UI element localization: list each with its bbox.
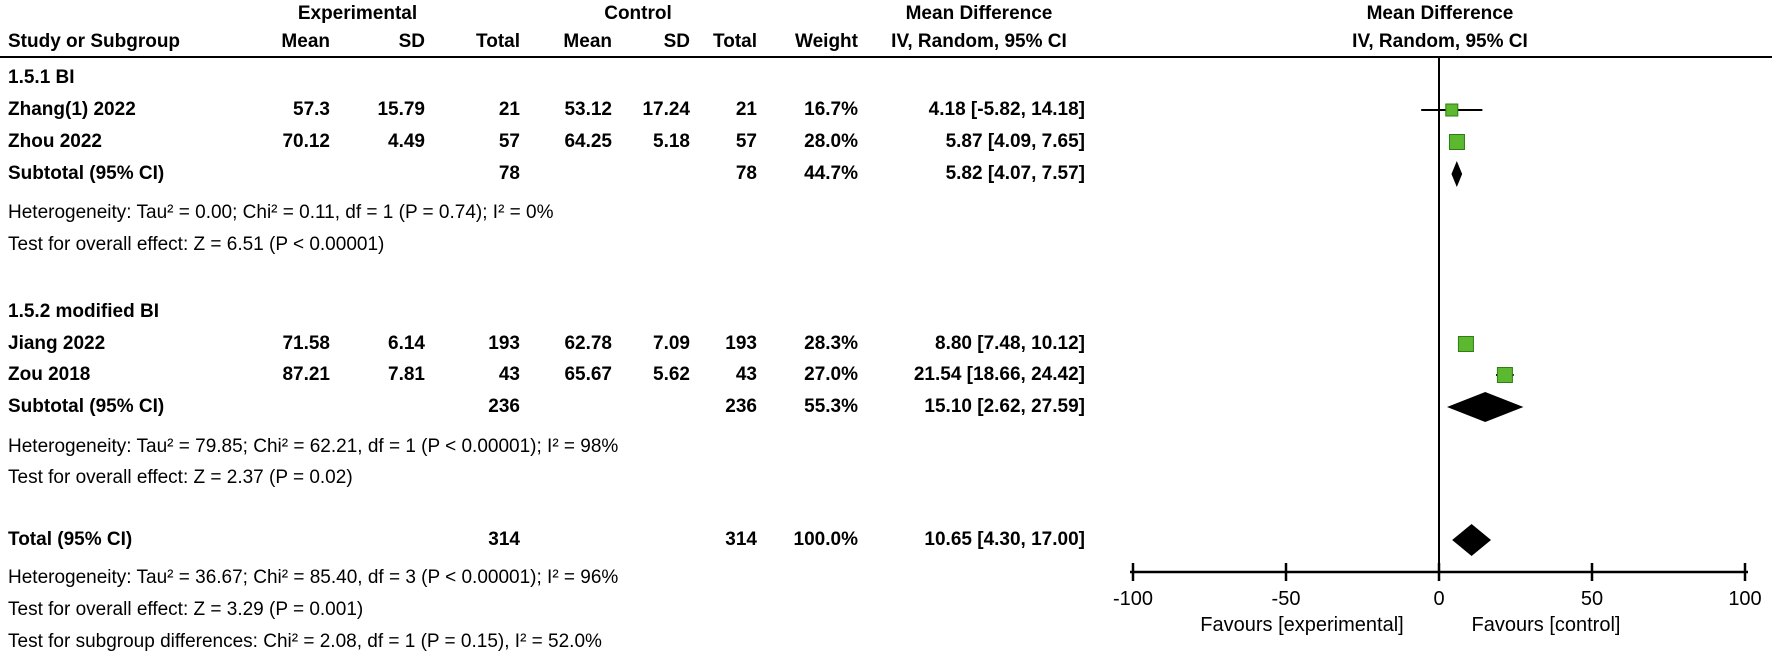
- table-group-header-row: Experimental Control Mean Difference Mea…: [0, 0, 1772, 30]
- ci-cell: 15.10 [2.62, 27.59]: [924, 396, 1085, 417]
- exp-mean-column-header: Mean: [281, 31, 330, 52]
- study-row: Zhang(1) 2022 57.3 15.79 21 53.12 17.24 …: [0, 94, 1772, 126]
- ctl-total-cell: 193: [725, 333, 757, 354]
- ctl-mean-cell: 53.12: [564, 99, 612, 120]
- study-row: Zhou 2022 70.12 4.49 57 64.25 5.18 57 28…: [0, 126, 1772, 158]
- exp-total-cell: 21: [498, 99, 520, 120]
- weight-cell: 55.3%: [804, 396, 858, 417]
- overall-effect-row: Test for overall effect: Z = 2.37 (P = 0…: [0, 462, 1772, 494]
- ctl-total-cell: 43: [735, 364, 757, 385]
- ctl-sd-cell: 7.09: [653, 333, 690, 354]
- ctl-total-column-header: Total: [713, 31, 757, 52]
- weight-cell: 100.0%: [793, 529, 858, 550]
- heterogeneity-text: Heterogeneity: Tau² = 79.85; Chi² = 62.2…: [8, 436, 619, 457]
- ctl-mean-cell: 64.25: [564, 131, 612, 152]
- ci-plot-header: IV, Random, 95% CI: [1352, 31, 1528, 52]
- exp-sd-cell: 6.14: [388, 333, 425, 354]
- overall-effect-text: Test for overall effect: Z = 2.37 (P = 0…: [8, 467, 353, 488]
- exp-total-cell: 43: [498, 364, 520, 385]
- ctl-total-cell: 21: [735, 99, 757, 120]
- exp-sd-column-header: SD: [398, 31, 425, 52]
- subgroup-title: 1.5.2 modified BI: [8, 301, 159, 322]
- ci-cell: 5.82 [4.07, 7.57]: [945, 163, 1085, 184]
- total-overall-effect-text: Test for overall effect: Z = 3.29 (P = 0…: [8, 599, 364, 620]
- total-heterogeneity-text: Heterogeneity: Tau² = 36.67; Chi² = 85.4…: [8, 567, 619, 588]
- subtotal-row: Subtotal (95% CI) 236 236 55.3% 15.10 [2…: [0, 391, 1772, 423]
- subgroup-title-row: 1.5.2 modified BI: [0, 296, 1772, 328]
- subtotal-row: Subtotal (95% CI) 78 78 44.7% 5.82 [4.07…: [0, 158, 1772, 190]
- exp-total-cell: 314: [488, 529, 520, 550]
- ctl-sd-cell: 5.18: [653, 131, 690, 152]
- subtotal-label: Subtotal (95% CI): [8, 396, 165, 417]
- ci-cell: 4.18 [-5.82, 14.18]: [928, 99, 1085, 120]
- subgroup-differences-row: Test for subgroup differences: Chi² = 2.…: [0, 626, 1772, 658]
- subgroup-title-row: 1.5.1 BI: [0, 62, 1772, 94]
- exp-mean-cell: 87.21: [282, 364, 330, 385]
- ci-cell: 21.54 [18.66, 24.42]: [913, 364, 1085, 385]
- header-divider: [0, 56, 1772, 58]
- exp-total-column-header: Total: [476, 31, 520, 52]
- exp-sd-cell: 4.49: [388, 131, 425, 152]
- exp-total-cell: 57: [498, 131, 520, 152]
- subtotal-label: Subtotal (95% CI): [8, 163, 165, 184]
- overall-effect-row: Test for overall effect: Z = 6.51 (P < 0…: [0, 229, 1772, 261]
- subgroup-title: 1.5.1 BI: [8, 67, 75, 88]
- ctl-total-cell: 314: [725, 529, 757, 550]
- weight-cell: 28.0%: [804, 131, 858, 152]
- ctl-total-cell: 78: [735, 163, 757, 184]
- study-name: Zhang(1) 2022: [8, 99, 136, 120]
- exp-total-cell: 193: [488, 333, 520, 354]
- exp-mean-cell: 57.3: [293, 99, 330, 120]
- heterogeneity-text: Heterogeneity: Tau² = 0.00; Chi² = 0.11,…: [8, 202, 554, 223]
- study-name: Zhou 2022: [8, 131, 102, 152]
- heterogeneity-row: Heterogeneity: Tau² = 0.00; Chi² = 0.11,…: [0, 197, 1772, 229]
- study-column-header: Study or Subgroup: [8, 31, 181, 52]
- overall-effect-text: Test for overall effect: Z = 6.51 (P < 0…: [8, 234, 385, 255]
- exp-sd-cell: 15.79: [377, 99, 425, 120]
- exp-total-cell: 236: [488, 396, 520, 417]
- overall-effect-row: Test for overall effect: Z = 3.29 (P = 0…: [0, 594, 1772, 626]
- weight-column-header: Weight: [795, 31, 858, 52]
- study-row: Jiang 2022 71.58 6.14 193 62.78 7.09 193…: [0, 328, 1772, 360]
- weight-cell: 16.7%: [804, 99, 858, 120]
- ctl-mean-column-header: Mean: [563, 31, 612, 52]
- weight-cell: 27.0%: [804, 364, 858, 385]
- ctl-sd-column-header: SD: [663, 31, 690, 52]
- exp-mean-cell: 71.58: [282, 333, 330, 354]
- ci-cell: 5.87 [4.09, 7.65]: [945, 131, 1085, 152]
- ctl-mean-cell: 62.78: [564, 333, 612, 354]
- subgroup-differences-text: Test for subgroup differences: Chi² = 2.…: [8, 631, 602, 652]
- total-row: Total (95% CI) 314 314 100.0% 10.65 [4.3…: [0, 524, 1772, 556]
- exp-mean-cell: 70.12: [282, 131, 330, 152]
- weight-cell: 44.7%: [804, 163, 858, 184]
- study-name: Zou 2018: [8, 364, 91, 385]
- total-label: Total (95% CI): [8, 529, 133, 550]
- ctl-sd-cell: 5.62: [653, 364, 690, 385]
- heterogeneity-row: Heterogeneity: Tau² = 79.85; Chi² = 62.2…: [0, 431, 1772, 463]
- ctl-total-cell: 57: [735, 131, 757, 152]
- exp-total-cell: 78: [498, 163, 520, 184]
- weight-cell: 28.3%: [804, 333, 858, 354]
- ci-column-header: IV, Random, 95% CI: [891, 31, 1067, 52]
- ci-cell: 8.80 [7.48, 10.12]: [935, 333, 1085, 354]
- mean-difference-column-header: Mean Difference: [905, 3, 1053, 24]
- exp-sd-cell: 7.81: [388, 364, 425, 385]
- study-row: Zou 2018 87.21 7.81 43 65.67 5.62 43 27.…: [0, 359, 1772, 391]
- table-column-header-row: Study or Subgroup Mean SD Total Mean SD …: [0, 26, 1772, 58]
- ci-cell: 10.65 [4.30, 17.00]: [924, 529, 1085, 550]
- control-group-header: Control: [604, 3, 672, 24]
- experimental-group-header: Experimental: [297, 3, 418, 24]
- ctl-sd-cell: 17.24: [642, 99, 690, 120]
- mean-difference-plot-header: Mean Difference: [1366, 3, 1514, 24]
- ctl-mean-cell: 65.67: [564, 364, 612, 385]
- study-name: Jiang 2022: [8, 333, 106, 354]
- heterogeneity-row: Heterogeneity: Tau² = 36.67; Chi² = 85.4…: [0, 562, 1772, 594]
- ctl-total-cell: 236: [725, 396, 757, 417]
